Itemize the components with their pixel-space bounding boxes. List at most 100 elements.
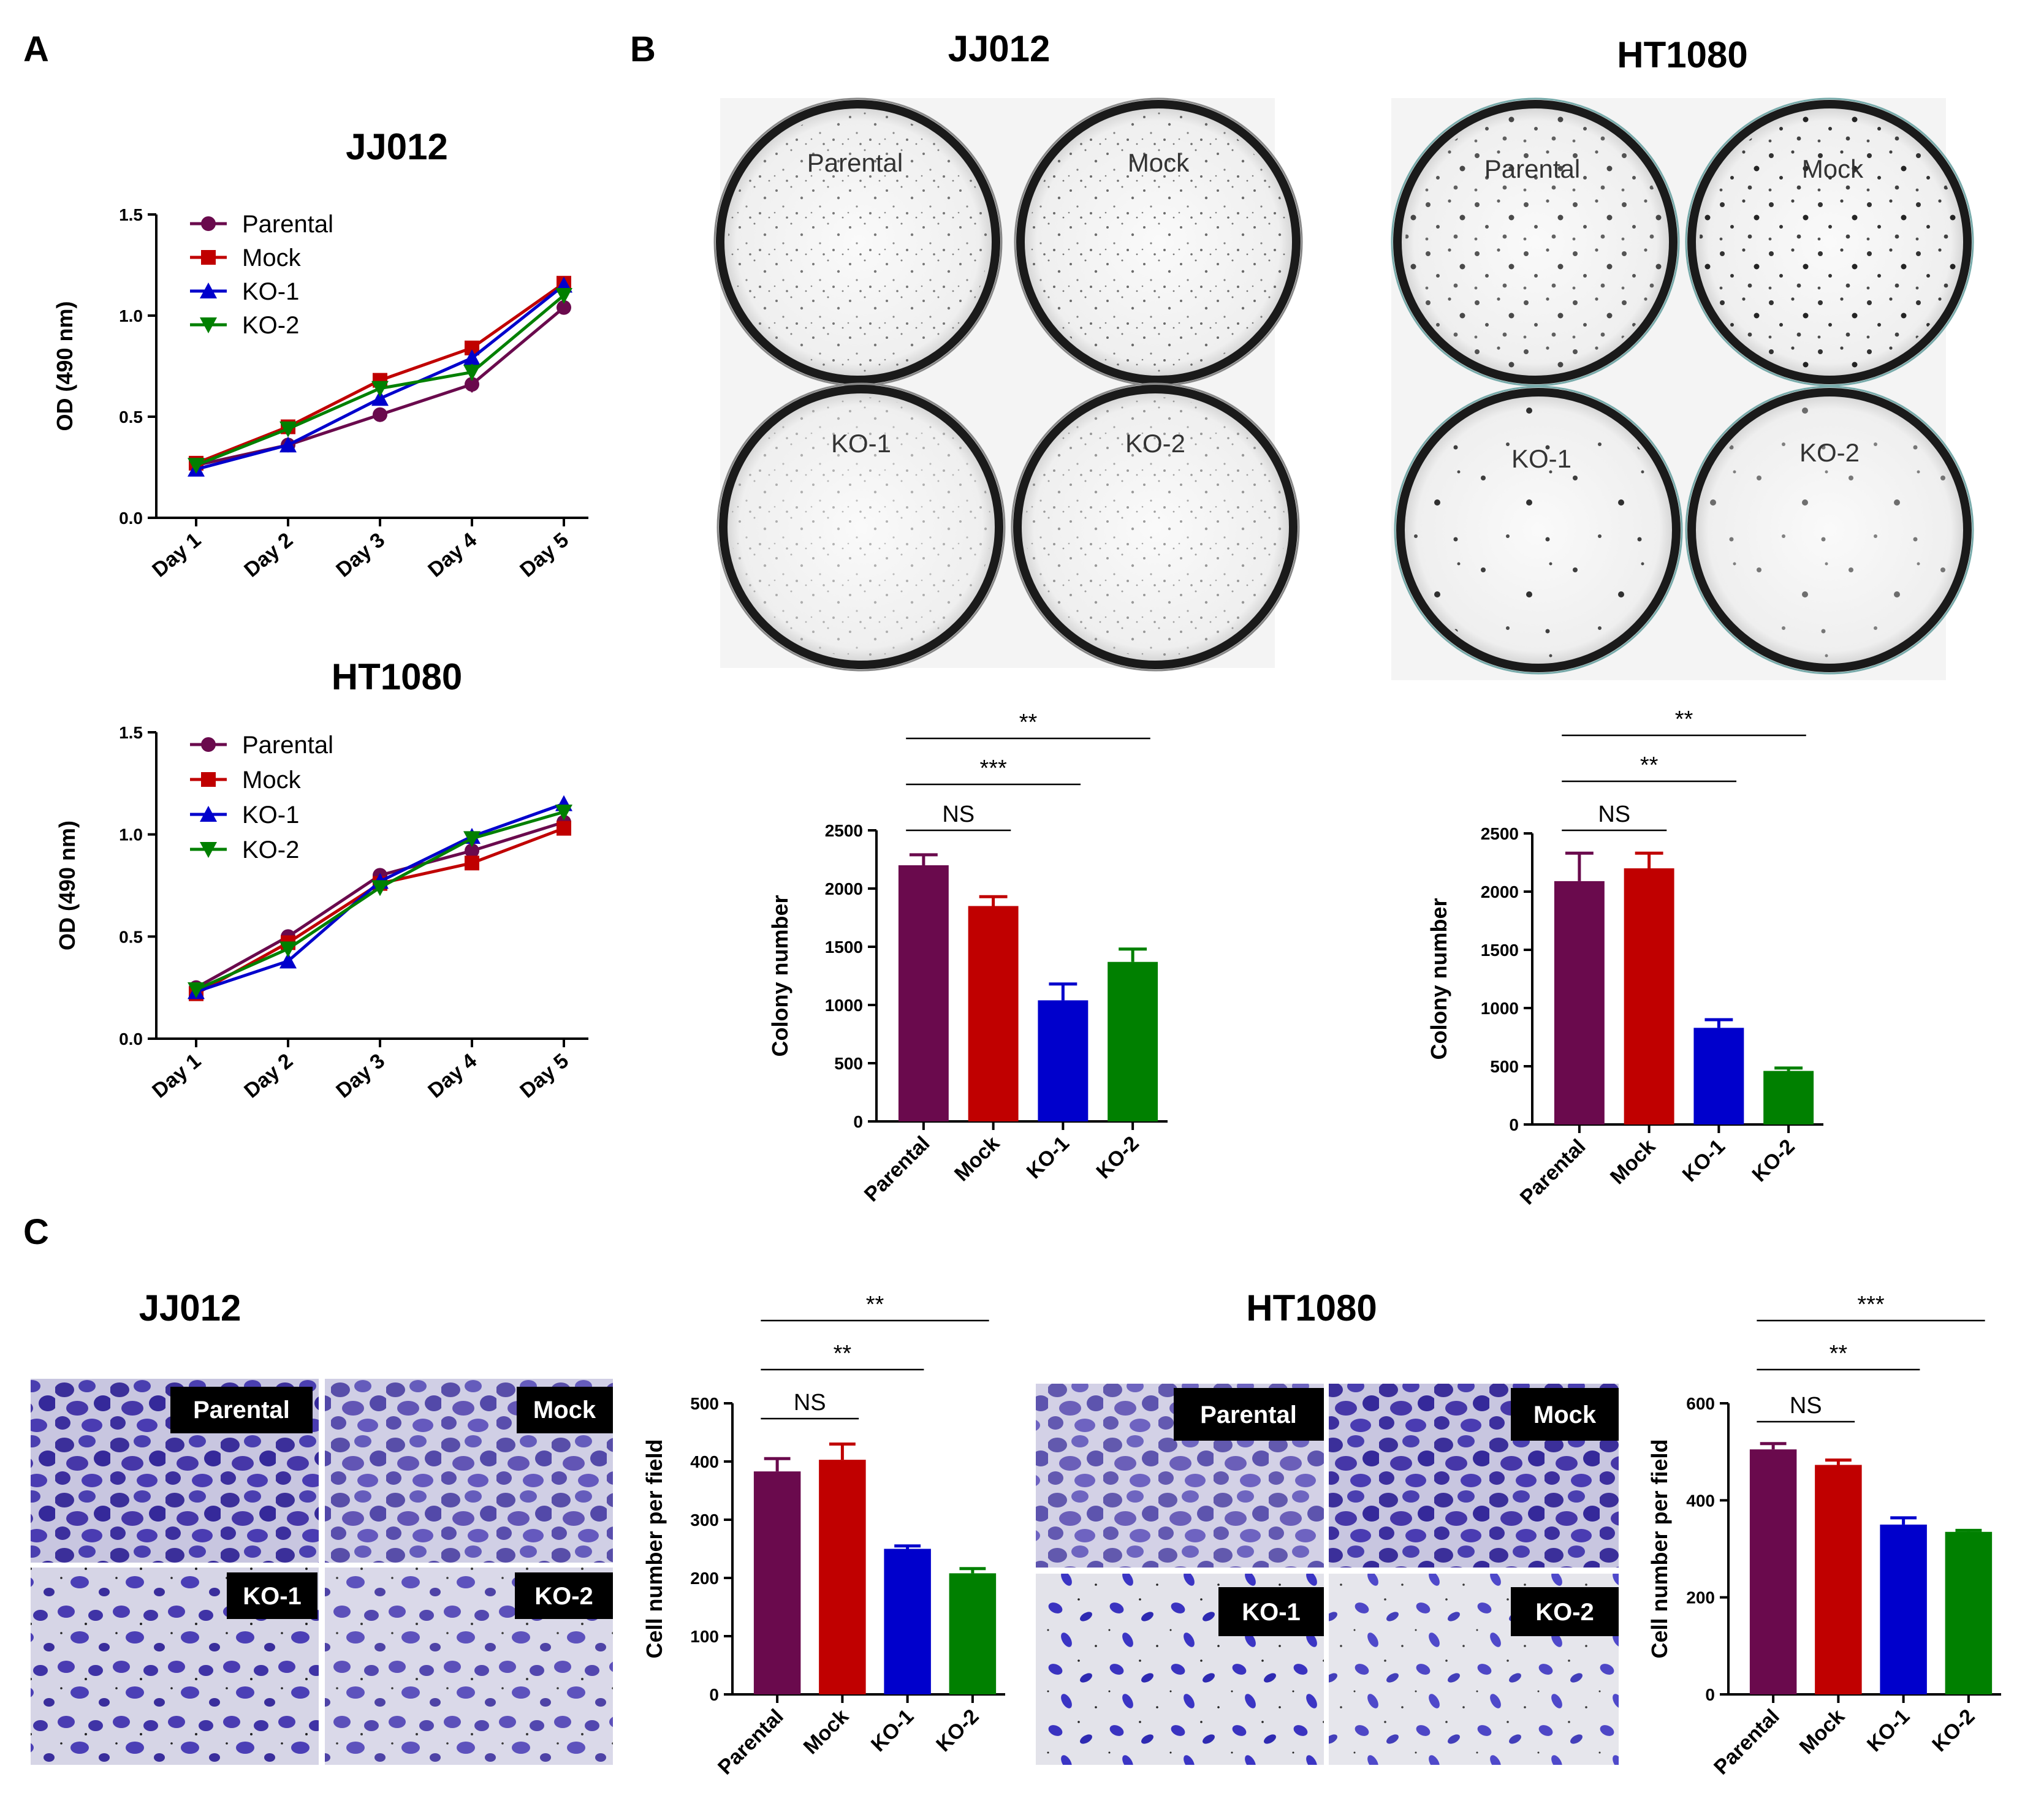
c_jj012-ytick-label-3: 300 — [690, 1511, 719, 1530]
b_jj012-bar-0 — [898, 865, 949, 1121]
b_ht1080-sig-label-1: ** — [1640, 753, 1659, 778]
plate-jj012-ko2: KO-2 — [1011, 382, 1300, 672]
b_jj012-ytick-label-4: 2000 — [825, 879, 863, 898]
b_jj012-bar-1 — [968, 906, 1019, 1121]
a_jj012-legend-marker-3 — [200, 317, 217, 333]
c_jj012-bar-1 — [819, 1460, 866, 1694]
c_ht1080-ytick-label-1: 200 — [1686, 1588, 1715, 1607]
plates-ht1080-title: HT1080 — [1617, 34, 1747, 75]
a_ht1080-point-2-1 — [279, 952, 297, 969]
c_ht1080-xtick-label-2: KO-1 — [1863, 1705, 1914, 1756]
c_ht1080-bar-1 — [1815, 1465, 1862, 1694]
micrograph-ht1080-parental-label: Parental — [1200, 1401, 1297, 1428]
a_ht1080-point-1-3 — [465, 855, 479, 871]
b_ht1080-ytick-label-4: 2000 — [1481, 882, 1519, 901]
b_jj012-ytick-label-2: 1000 — [825, 996, 863, 1015]
panel-letter-b: B — [630, 29, 656, 69]
a_jj012-legend-label-2: KO-1 — [242, 278, 299, 305]
a_jj012-legend-marker-0 — [201, 216, 216, 231]
c_ht1080-sig-label-1: ** — [1830, 1341, 1848, 1367]
b_jj012-xtick-label-3: KO-2 — [1092, 1132, 1143, 1183]
a_ht1080-legend-marker-1 — [201, 772, 216, 787]
micrograph-jj012-ko2-label: KO-2 — [534, 1583, 593, 1610]
a_jj012-point-3-0 — [188, 458, 205, 474]
micrographs-jj012: JJ012 Parental Mock KO-1 KO-2 — [31, 1287, 613, 1765]
plate-jj012-mock: Mock — [1014, 97, 1303, 387]
a_jj012-legend-marker-1 — [201, 250, 216, 265]
a_jj012-legend-label-0: Parental — [242, 211, 333, 238]
b_ht1080-xtick-label-1: Mock — [1606, 1135, 1660, 1189]
plates-jj012-title: JJ012 — [948, 28, 1051, 69]
a_jj012-point-3-3 — [463, 365, 481, 381]
a_ht1080-xtick-label-2: Day 3 — [332, 1049, 389, 1102]
b_ht1080-xtick-label-2: KO-1 — [1678, 1135, 1730, 1186]
chart-c_jj012: 0 100 200 300 400 500 Cell number per field Par… — [642, 1292, 1005, 1780]
panel-letter-c: C — [23, 1212, 49, 1252]
b_ht1080-bar-0 — [1554, 881, 1605, 1124]
plate-ht1080-ko2-label: KO-2 — [1799, 438, 1860, 467]
micrograph-jj012-ko1-label: KO-1 — [243, 1583, 302, 1610]
micrograph-jj012-mock-label: Mock — [533, 1397, 596, 1424]
micrograph-ht1080-ko1-label: KO-1 — [1242, 1599, 1301, 1626]
a_jj012-xtick-label-4: Day 5 — [515, 528, 573, 582]
b_jj012-ytick-label-1: 500 — [834, 1054, 863, 1073]
a_jj012-ytick-label-2: 1.0 — [119, 306, 143, 325]
plate-jj012-ko2-label: KO-2 — [1125, 429, 1185, 458]
chart-b_ht1080: 0 500 1000 1500 2000 2500 Colony number Parenta… — [1426, 707, 1823, 1210]
c_jj012-ylabel: Cell number per field — [642, 1439, 667, 1658]
c_jj012-sig-label-0: NS — [794, 1390, 826, 1416]
b_jj012-sig-label-0: NS — [942, 802, 975, 827]
plate-ht1080-mock-label: Mock — [1802, 154, 1864, 183]
micrograph-ht1080-mock-label: Mock — [1533, 1401, 1597, 1428]
c_jj012-ytick-label-0: 0 — [709, 1685, 719, 1704]
a_ht1080-point-3-1 — [279, 941, 297, 958]
a_jj012-legend-label-1: Mock — [242, 245, 302, 271]
chart-c_ht1080: 0 200 400 600 Cell number per field Parental M… — [1647, 1292, 2001, 1780]
c_ht1080-bar-0 — [1749, 1449, 1797, 1694]
c_jj012-xtick-label-0: Parental — [713, 1705, 788, 1780]
chart-b_jj012: 0 500 1000 1500 2000 2500 Colony number Parenta… — [767, 710, 1168, 1207]
a_jj012-point-3-1 — [279, 421, 297, 438]
a_ht1080-ytick-label-0: 0.0 — [119, 1029, 143, 1048]
micrograph-ht1080-ko2-label: KO-2 — [1535, 1599, 1594, 1626]
a_ht1080-legend-marker-0 — [201, 737, 216, 752]
c_jj012-sig-label-2: ** — [866, 1292, 884, 1318]
b_ht1080-ytick-label-0: 0 — [1509, 1115, 1519, 1134]
plate-jj012-mock-label: Mock — [1128, 148, 1190, 177]
a_ht1080-legend-label-3: KO-2 — [242, 836, 299, 863]
a_jj012-ytick-label-1: 0.5 — [119, 408, 143, 427]
a_jj012-point-0-4 — [557, 300, 571, 315]
c_ht1080-xtick-label-3: KO-2 — [1928, 1705, 1979, 1756]
c_ht1080-sig-label-0: NS — [1790, 1393, 1822, 1419]
a_jj012-xtick-label-3: Day 4 — [424, 528, 481, 582]
b_ht1080-xtick-label-3: KO-2 — [1747, 1135, 1799, 1186]
micrograph-jj012-parental-label: Parental — [193, 1397, 290, 1424]
a_ht1080-point-1-4 — [557, 821, 571, 836]
a_jj012-ytick-label-0: 0.0 — [119, 509, 143, 528]
b_jj012-xtick-label-2: KO-1 — [1022, 1132, 1074, 1183]
c_jj012-bar-2 — [884, 1549, 931, 1694]
plate-jj012-ko1-label: KO-1 — [831, 429, 891, 458]
a_jj012-point-3-2 — [371, 381, 389, 397]
plate-jj012-parental-label: Parental — [807, 148, 903, 177]
a_jj012-point-2-1 — [279, 436, 297, 453]
micrograph-jj012-ko1: KO-1 — [31, 1568, 319, 1765]
b_ht1080-sig-label-0: NS — [1598, 802, 1630, 827]
b_ht1080-ylabel: Colony number — [1426, 898, 1451, 1060]
plate-ht1080-ko1-label: KO-1 — [1511, 444, 1571, 473]
chart-a_ht1080: HT1080 0.0 0.5 1.0 1.5 OD (490 nm) Day 1 Day 2 D… — [55, 656, 588, 1102]
c_ht1080-ytick-label-2: 400 — [1686, 1491, 1715, 1510]
b_jj012-ytick-label-0: 0 — [853, 1112, 863, 1131]
micrographs-ht1080: HT1080 Parental Mock KO-1 KO-2 — [1036, 1287, 1619, 1765]
a_ht1080-xtick-label-3: Day 4 — [424, 1049, 481, 1102]
micrograph-ht1080-parental: Parental — [1036, 1384, 1324, 1568]
b_jj012-ytick-label-5: 2500 — [825, 821, 863, 840]
plate-ht1080-parental-label: Parental — [1484, 154, 1580, 183]
plate-ht1080-ko2: KO-2 — [1685, 385, 1974, 675]
a_ht1080-point-3-0 — [188, 982, 205, 998]
b_ht1080-xtick-label-0: Parental — [1516, 1135, 1590, 1210]
a_ht1080-legend-label-1: Mock — [242, 767, 302, 794]
c_jj012-xtick-label-3: KO-2 — [932, 1705, 983, 1756]
a_ht1080-point-0-3 — [465, 843, 479, 859]
